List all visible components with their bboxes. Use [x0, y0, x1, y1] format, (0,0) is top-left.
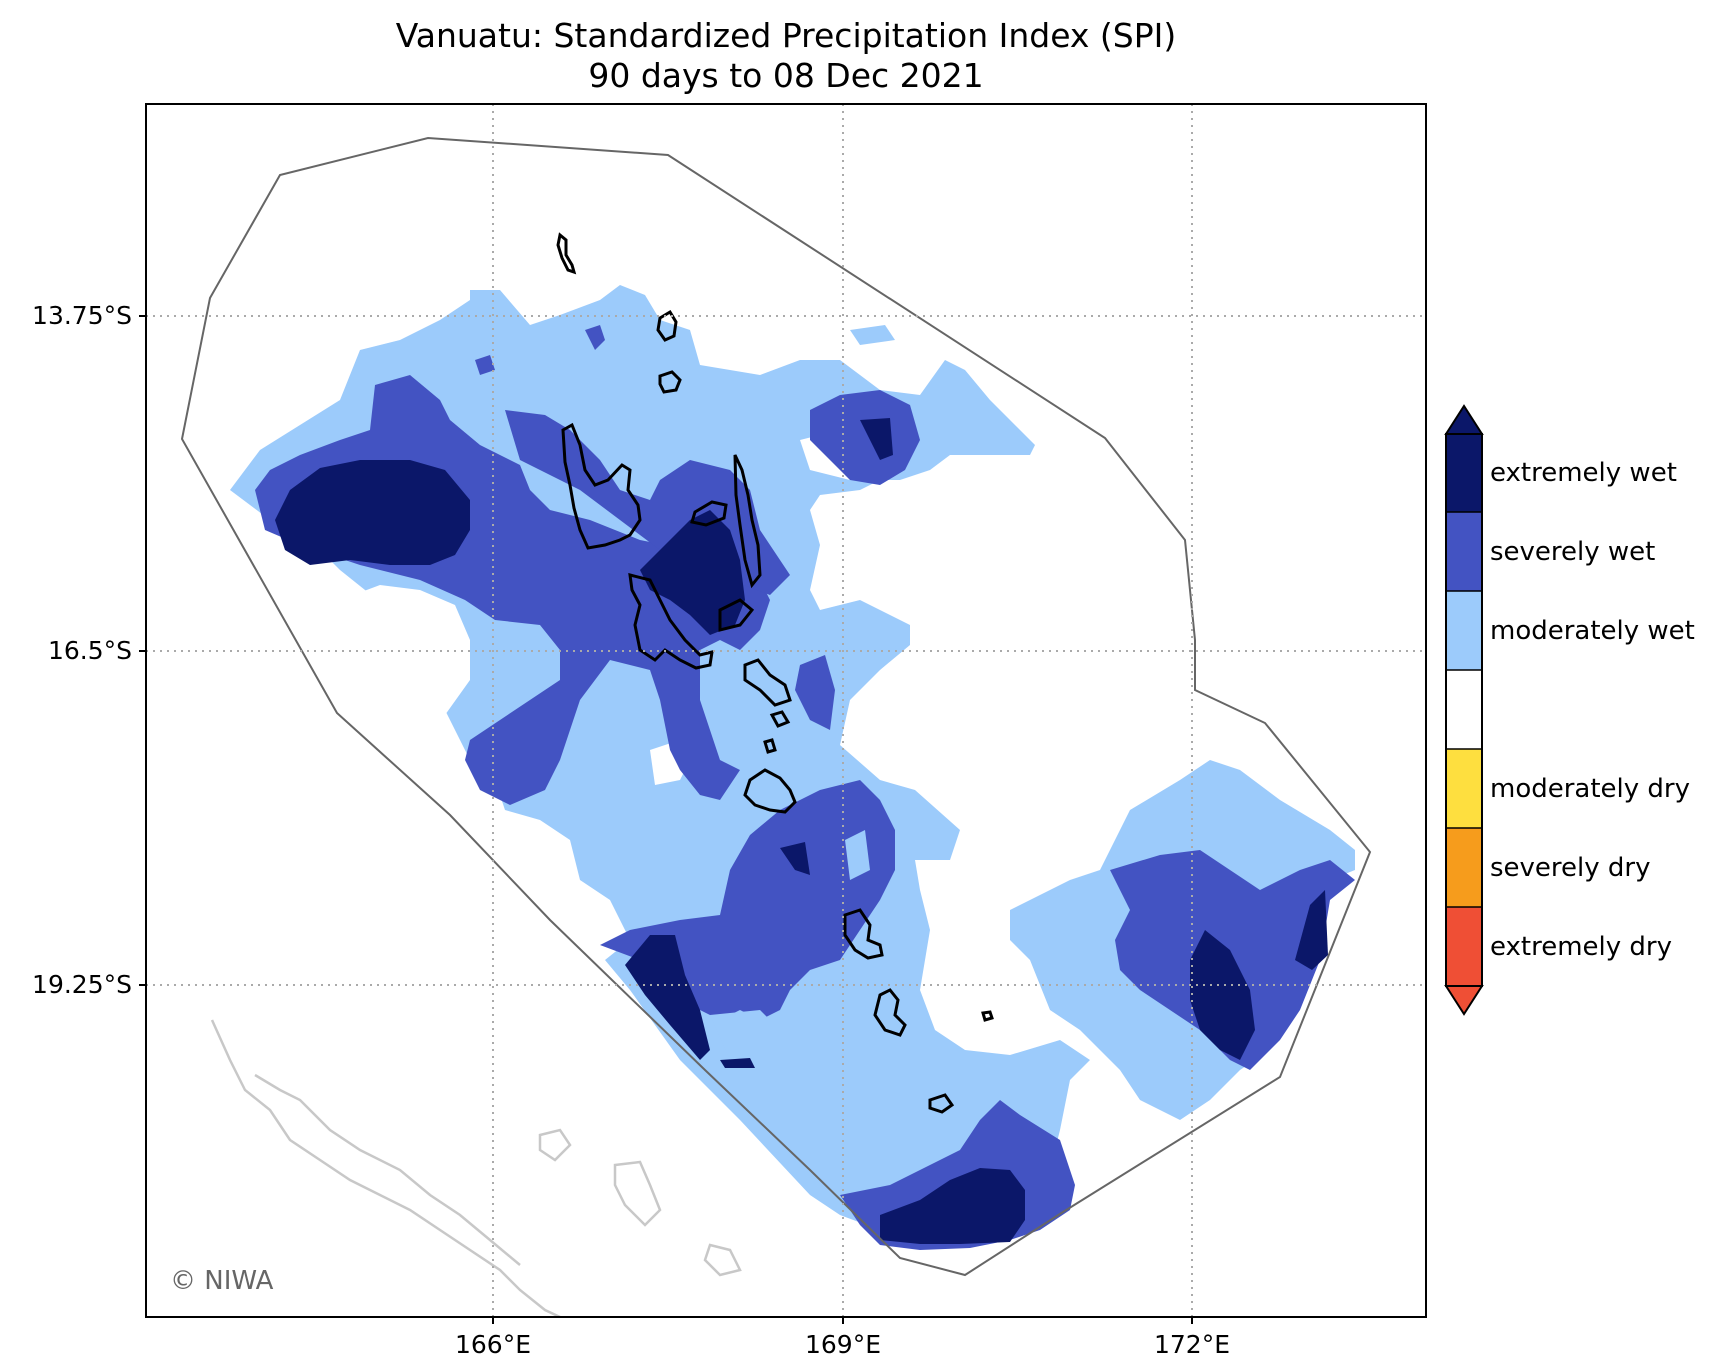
island-futuna [981, 1010, 994, 1022]
legend-label-extremely-dry: extremely dry [1490, 932, 1673, 962]
map-subtitle: 90 days to 08 Dec 2021 [588, 56, 984, 95]
colorbar-severely-dry [1446, 828, 1482, 907]
extremely-wet-region-ne [860, 418, 893, 460]
colorbar-extremely-wet [1446, 434, 1482, 512]
normal-hole-south-central [845, 830, 870, 880]
colorbar-severely-wet [1446, 512, 1482, 591]
island-shepherds [763, 738, 777, 754]
x-tick-label: 172°E [1153, 1330, 1230, 1359]
y-tick-label: 19.25°S [32, 970, 132, 999]
colorbar-top-arrow [1444, 404, 1484, 435]
eez-border [180, 136, 1372, 1277]
colorbar [1444, 404, 1484, 1016]
island-efate [743, 768, 797, 814]
island-santo [561, 422, 642, 550]
legend-label-severely-dry: severely dry [1490, 853, 1651, 883]
island-tanna [873, 988, 907, 1037]
extremely-wet-region-center [640, 510, 745, 635]
island-gaua [658, 370, 682, 394]
extremely-wet-region-east [1190, 930, 1255, 1060]
moderately-wet-patch-ne [850, 325, 895, 345]
colorbar-extremely-dry [1446, 907, 1482, 986]
island-torres [556, 232, 577, 275]
extremely-wet-region-sw [625, 935, 710, 1060]
severely-wet-region-center [795, 655, 835, 730]
vanuatu-coastline [556, 232, 994, 1114]
extremely-wet-patch-s [720, 1058, 755, 1068]
y-tick-label: 13.75°S [32, 301, 132, 330]
island-malekula [628, 573, 714, 670]
legend-label-moderately-dry: moderately dry [1490, 774, 1691, 804]
moderately-wet-hole-sc2 [710, 1010, 790, 1070]
extremely-wet-patch-c [780, 842, 810, 875]
island-pentecost-south [718, 598, 755, 632]
extremely-wet-region-far-south [880, 1168, 1025, 1244]
island-banks [656, 309, 678, 342]
severely-wet-patch-n1 [585, 325, 605, 350]
colorbar-bottom-arrow [1444, 985, 1484, 1016]
legend-label-moderately-wet: moderately wet [1490, 616, 1695, 646]
severely-wet-region-ne [810, 390, 920, 485]
x-tick-label: 166°E [454, 1330, 531, 1359]
colorbar-moderately-wet [1446, 591, 1482, 670]
extremely-wet-region-west [275, 460, 470, 565]
island-erromango [843, 908, 884, 960]
island-epi [769, 710, 791, 728]
island-ambrym [743, 658, 792, 707]
precip-contours [230, 285, 1355, 1250]
tick-marks [139, 315, 1193, 1324]
colorbar-moderately-dry [1446, 749, 1482, 828]
island-aneityum [928, 1093, 955, 1114]
island-maewo [733, 454, 762, 589]
legend-label-extremely-wet: extremely wet [1490, 458, 1677, 488]
colorbar-normal [1446, 670, 1482, 749]
island-ambae [690, 500, 728, 527]
map-title: Vanuatu: Standardized Precipitation Inde… [395, 16, 1177, 55]
y-tick-label: 16.5°S [47, 636, 132, 665]
credit-text: © NIWA [170, 1266, 274, 1296]
neighbour-coastline [210, 1019, 742, 1319]
plot-frame [145, 103, 1427, 1318]
x-tick-label: 169°E [804, 1330, 881, 1359]
legend-label-severely-wet: severely wet [1490, 537, 1656, 567]
severely-wet-patch-n2 [475, 355, 495, 375]
extremely-wet-patch-e [1295, 890, 1328, 970]
